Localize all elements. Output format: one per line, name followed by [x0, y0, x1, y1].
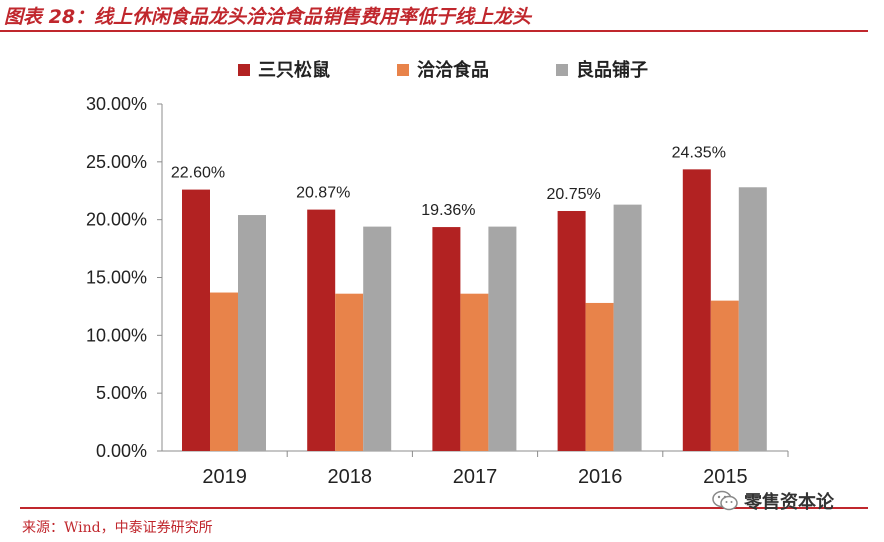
x-tick-label: 2016 [578, 466, 623, 488]
legend-label-0: 三只松鼠 [258, 59, 330, 80]
bar-0-2017 [432, 227, 461, 451]
x-tick-label: 2018 [328, 466, 373, 488]
data-label: 20.75% [546, 186, 600, 203]
source-note: 来源：Wind，中泰证券研究所 [22, 520, 213, 536]
data-label: 20.87% [296, 185, 350, 202]
bottom-rule [20, 507, 868, 509]
watermark-text: 零售资本论 [744, 492, 834, 513]
watermark: 零售资本论 [712, 488, 834, 514]
bar-1-2019 [210, 292, 238, 451]
bar-2-2015 [738, 187, 767, 451]
y-tick-label: 20.00% [86, 210, 147, 230]
legend-swatch-2 [556, 64, 568, 76]
data-label: 19.36% [421, 202, 475, 219]
data-labels: 22.60% 20.87% 19.36% 20.75% 24.35% [171, 144, 726, 219]
axes: 0.00% 5.00% 10.00% 15.00% 20.00% 25.00% 30.00%… [86, 94, 789, 488]
bars [182, 169, 767, 452]
x-tick-label: 2019 [202, 466, 247, 488]
bar-0-2015 [682, 169, 711, 451]
bar-2-2019 [238, 215, 266, 451]
bar-1-2017 [460, 293, 489, 451]
y-tick-label: 10.00% [86, 325, 147, 345]
legend-label-1: 洽洽食品 [417, 59, 489, 80]
y-tick-label: 0.00% [96, 441, 147, 461]
bar-chart: 三只松鼠 洽洽食品 良品铺子 0.00% 5.00% 10.00% 15.00% 20.00… [86, 59, 789, 488]
bar-2-2017 [488, 226, 517, 451]
bar-0-2016 [557, 210, 586, 451]
bar-1-2015 [710, 300, 739, 451]
wechat-icon [712, 490, 738, 511]
y-tick-label: 25.00% [86, 152, 147, 172]
data-label: 22.60% [171, 165, 225, 182]
legend-swatch-1 [397, 64, 409, 76]
bar-0-2018 [307, 209, 336, 451]
y-tick-label: 30.00% [86, 94, 147, 114]
legend-label-2: 良品铺子 [576, 59, 648, 80]
bar-1-2016 [585, 302, 614, 451]
bar-1-2018 [335, 293, 364, 451]
bar-2-2016 [613, 204, 642, 451]
bar-2-2018 [363, 226, 392, 451]
legend-swatch-0 [238, 64, 250, 76]
x-tick-label: 2017 [453, 466, 498, 488]
y-tick-label: 5.00% [96, 383, 147, 403]
bar-0-2019 [182, 189, 210, 452]
data-label: 24.35% [672, 144, 726, 161]
chart-title: 图表 28：线上休闲食品龙头洽洽食品销售费用率低于线上龙头 [4, 6, 532, 28]
x-tick-label: 2015 [703, 466, 748, 488]
legend: 三只松鼠 洽洽食品 良品铺子 [238, 59, 648, 80]
y-tick-label: 15.00% [86, 268, 147, 288]
title-bar: 图表 28：线上休闲食品龙头洽洽食品销售费用率低于线上龙头 [0, 0, 868, 32]
